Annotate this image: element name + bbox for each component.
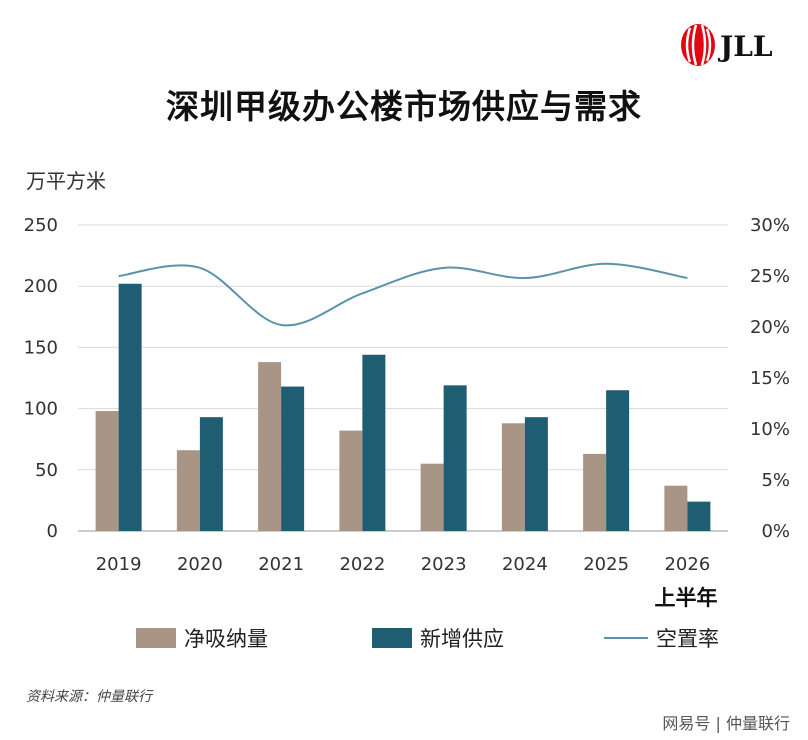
legend-label-absorption: 净吸纳量 bbox=[184, 627, 268, 651]
x-tick-label: 2024 bbox=[502, 554, 548, 575]
bars bbox=[95, 283, 711, 531]
bar-supply-2025 bbox=[606, 390, 630, 531]
x-axis-ticks: 2019 2020 2021 2022 2023 2024 2025 2026 bbox=[96, 554, 711, 575]
y-tick-label: 250 bbox=[24, 215, 58, 236]
jll-logo-text: JLL bbox=[717, 30, 773, 63]
watermark: 网易号 | 仲量联行 bbox=[662, 714, 790, 733]
bar-absorption-2019 bbox=[95, 411, 119, 531]
x-tick-label: 2021 bbox=[258, 554, 304, 575]
bar-absorption-2020 bbox=[176, 450, 200, 531]
bar-absorption-2021 bbox=[258, 362, 282, 531]
y-tick-label: 150 bbox=[24, 337, 58, 358]
vacancy-line-layer bbox=[118, 262, 688, 327]
gridlines bbox=[78, 224, 728, 532]
y-tick-label: 0 bbox=[47, 521, 58, 542]
y2-tick-label: 10% bbox=[750, 419, 790, 440]
y2-tick-label: 25% bbox=[750, 266, 790, 287]
x-tick-label: 2022 bbox=[339, 554, 385, 575]
x-tick-label: 2019 bbox=[96, 554, 142, 575]
legend-swatch-vacancy bbox=[604, 637, 648, 639]
legend-item-absorption: 净吸纳量 bbox=[136, 618, 268, 658]
y2-tick-label: 20% bbox=[750, 317, 790, 338]
legend-swatch-absorption bbox=[136, 628, 176, 648]
x-tick-label: 2020 bbox=[177, 554, 223, 575]
y-tick-label: 50 bbox=[35, 460, 58, 481]
bar-absorption-2026 bbox=[664, 485, 688, 531]
bar-supply-2023 bbox=[443, 385, 467, 531]
bar-absorption-2024 bbox=[501, 423, 525, 531]
left-axis-ticks: 0 50 100 150 200 250 bbox=[24, 215, 58, 542]
y-tick-label: 200 bbox=[24, 276, 58, 297]
chart-title: 深圳甲级办公楼市场供应与需求 bbox=[166, 87, 642, 126]
legend-item-vacancy: 空置率 bbox=[604, 618, 719, 658]
legend: 净吸纳量 新增供应 空置率 bbox=[0, 618, 808, 658]
source-note: 资料来源：仲量联行 bbox=[26, 689, 152, 705]
x-axis-sublabel: 上半年 bbox=[655, 586, 718, 610]
bar-absorption-2023 bbox=[420, 463, 444, 531]
vacancy-line bbox=[118, 262, 688, 327]
bar-supply-2024 bbox=[524, 417, 548, 531]
bar-supply-2020 bbox=[199, 417, 223, 531]
x-tick-label: 2025 bbox=[583, 554, 629, 575]
y2-tick-label: 5% bbox=[761, 470, 790, 491]
legend-swatch-supply bbox=[372, 628, 412, 648]
y2-tick-label: 0% bbox=[761, 521, 790, 542]
jll-logo-mark-icon bbox=[681, 24, 715, 66]
right-axis-ticks: 0% 5% 10% 15% 20% 25% 30% bbox=[750, 215, 790, 542]
bar-supply-2019 bbox=[118, 283, 142, 531]
y2-tick-label: 15% bbox=[750, 368, 790, 389]
legend-item-supply: 新增供应 bbox=[372, 618, 504, 658]
chart-plot-area: 0 50 100 150 200 250 0% 5% 10% 15% 20% 25% 30% 2019… bbox=[24, 215, 790, 610]
y-tick-label: 100 bbox=[24, 399, 58, 420]
bar-absorption-2022 bbox=[339, 430, 363, 531]
jll-logo: JLL bbox=[681, 24, 773, 66]
bar-supply-2021 bbox=[281, 386, 305, 531]
legend-label-vacancy: 空置率 bbox=[656, 627, 719, 651]
legend-label-supply: 新增供应 bbox=[420, 627, 504, 651]
bar-supply-2022 bbox=[362, 354, 386, 531]
bar-absorption-2025 bbox=[583, 453, 607, 531]
y-axis-unit-label: 万平方米 bbox=[26, 169, 106, 193]
x-tick-label: 2023 bbox=[421, 554, 467, 575]
bar-supply-2026 bbox=[687, 501, 711, 531]
y2-tick-label: 30% bbox=[750, 215, 790, 236]
x-tick-label: 2026 bbox=[664, 554, 710, 575]
